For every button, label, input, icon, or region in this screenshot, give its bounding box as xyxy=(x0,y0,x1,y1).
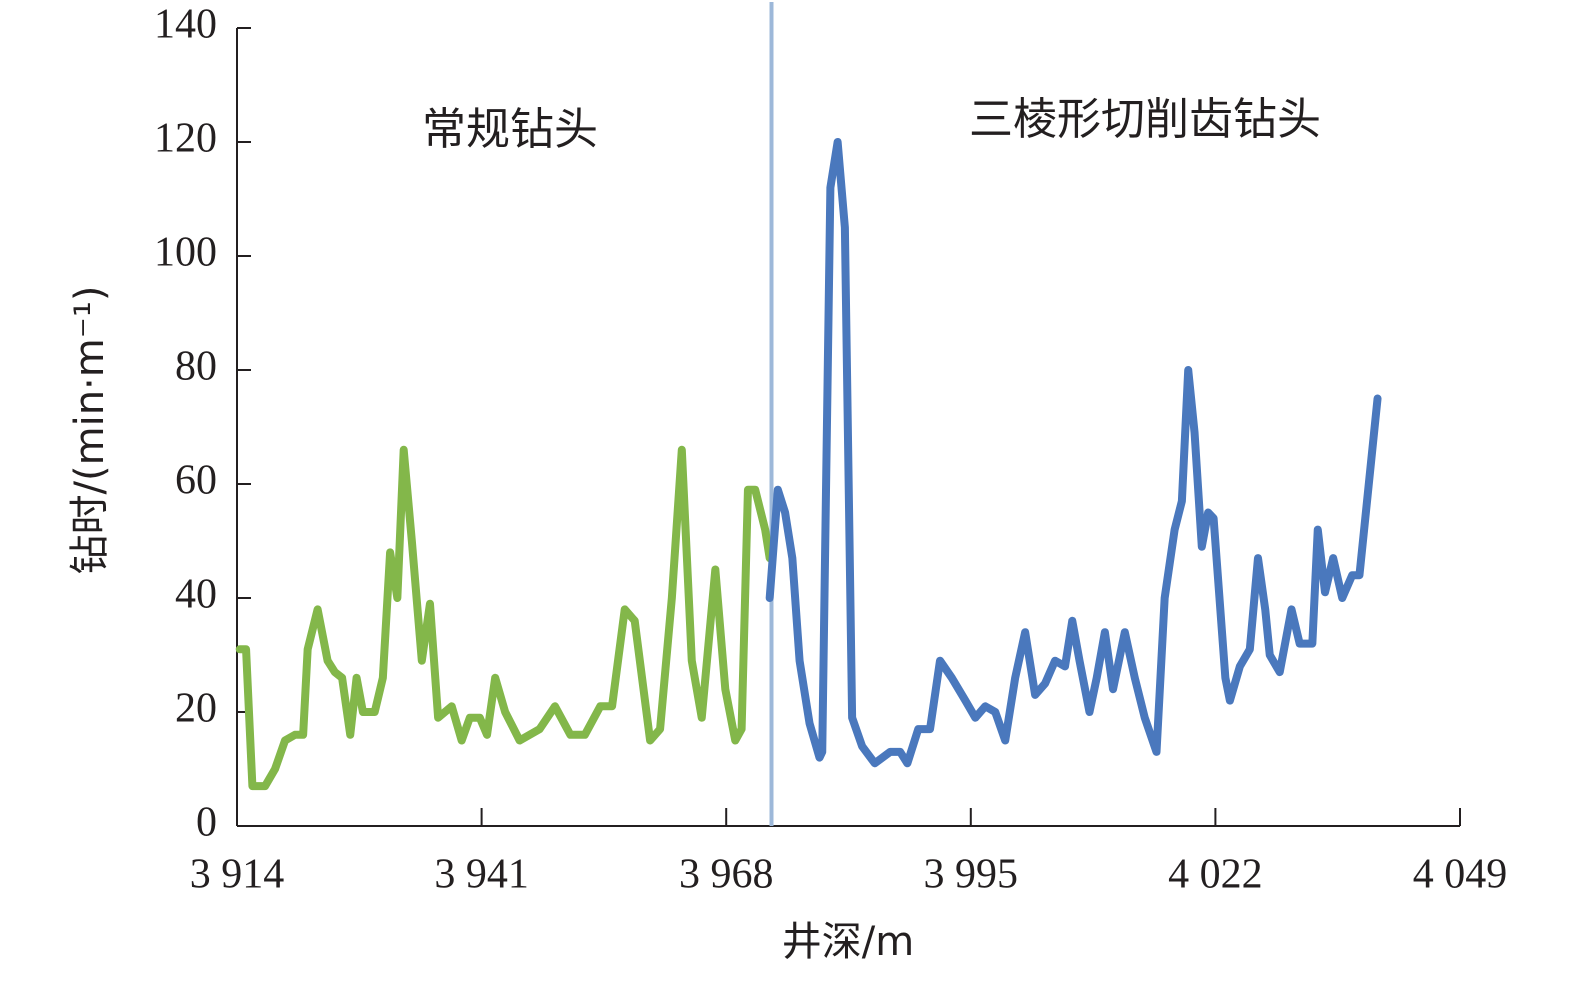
y-tick-label: 140 xyxy=(154,2,217,48)
annotation: 常规钻头 xyxy=(422,104,598,155)
y-tick-label: 120 xyxy=(154,116,217,162)
data-line xyxy=(765,138,1382,768)
data-line xyxy=(235,445,774,791)
x-tick-label: 3 968 xyxy=(679,852,774,898)
y-tick-label: 100 xyxy=(154,230,217,276)
y-tick-label: 60 xyxy=(175,458,217,504)
annotation: 三棱形切削齿钻头 xyxy=(969,94,1321,145)
y-tick-label: 40 xyxy=(175,572,217,618)
x-tick-label: 3 941 xyxy=(434,852,529,898)
y-axis-label: 钻时/(min·m⁻¹) xyxy=(67,286,113,575)
y-tick-label: 0 xyxy=(196,800,217,846)
y-tick-label: 20 xyxy=(175,686,217,732)
x-tick-label: 4 049 xyxy=(1413,852,1508,898)
x-tick-label: 3 995 xyxy=(924,852,1019,898)
x-axis-label: 井深/m xyxy=(782,919,914,965)
x-tick-label: 4 022 xyxy=(1168,852,1263,898)
x-tick-label: 3 914 xyxy=(190,852,285,898)
y-tick-label: 80 xyxy=(175,344,217,390)
